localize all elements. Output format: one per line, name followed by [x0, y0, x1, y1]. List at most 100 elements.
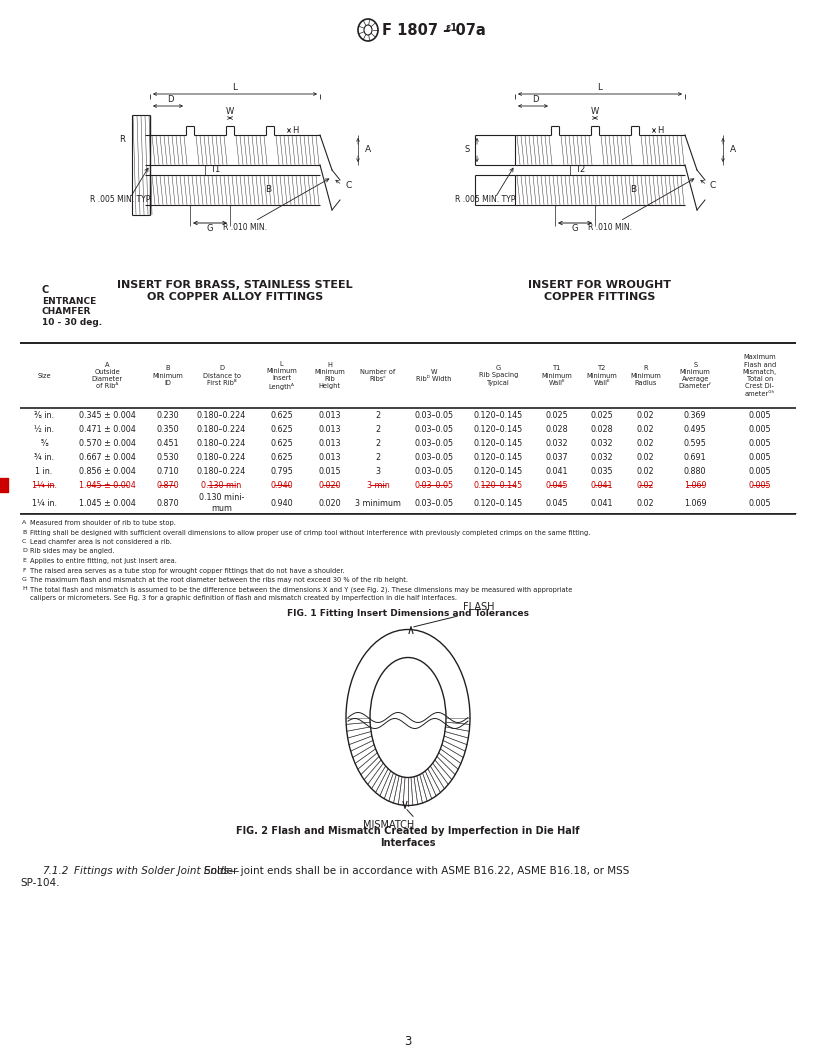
- Text: Fittings with Solder Joint Ends—: Fittings with Solder Joint Ends—: [74, 866, 239, 875]
- Text: 0.03–0.05: 0.03–0.05: [414, 411, 453, 419]
- Text: 0.045: 0.045: [546, 498, 568, 508]
- Text: 1¼ in.: 1¼ in.: [32, 498, 56, 508]
- Text: FIG. 2 Flash and Mismatch Created by Imperfection in Die Half
Interfaces: FIG. 2 Flash and Mismatch Created by Imp…: [237, 826, 579, 848]
- Text: 0.032: 0.032: [591, 453, 614, 461]
- Text: 0.625: 0.625: [270, 438, 293, 448]
- Text: 2: 2: [375, 411, 380, 419]
- Text: 0.530: 0.530: [156, 453, 179, 461]
- Text: 3 minimum: 3 minimum: [355, 498, 401, 508]
- Text: 0.180–0.224: 0.180–0.224: [197, 467, 246, 475]
- Text: 0.032: 0.032: [546, 438, 568, 448]
- Text: C: C: [42, 285, 49, 295]
- Text: 0.625: 0.625: [270, 411, 293, 419]
- Text: B
Minimum
ID: B Minimum ID: [152, 365, 183, 385]
- Text: 2: 2: [375, 425, 380, 434]
- Text: The total flash and mismatch is assumed to be the difference between the dimensi: The total flash and mismatch is assumed …: [30, 586, 572, 593]
- Text: Measured from shoulder of rib to tube stop.: Measured from shoulder of rib to tube st…: [30, 520, 176, 526]
- Text: 0.870: 0.870: [156, 480, 179, 490]
- Text: FIG. 1 Fitting Insert Dimensions and Tolerances: FIG. 1 Fitting Insert Dimensions and Tol…: [287, 609, 529, 619]
- Text: 0.03–0.05: 0.03–0.05: [414, 438, 453, 448]
- Text: B: B: [630, 186, 636, 194]
- Text: C: C: [345, 181, 351, 189]
- Text: G: G: [206, 224, 213, 233]
- Text: 0.013: 0.013: [318, 438, 341, 448]
- Text: A: A: [365, 146, 371, 154]
- Text: T1: T1: [210, 166, 220, 174]
- Text: 1.069: 1.069: [684, 498, 707, 508]
- Text: 7.1.2: 7.1.2: [42, 866, 69, 875]
- Text: 0.015: 0.015: [318, 467, 341, 475]
- Text: L: L: [233, 83, 237, 92]
- Text: B: B: [22, 529, 26, 534]
- Text: 0.013: 0.013: [318, 411, 341, 419]
- Text: 0.032: 0.032: [591, 438, 614, 448]
- Text: 0.180–0.224: 0.180–0.224: [197, 425, 246, 434]
- Text: 0.02: 0.02: [636, 411, 654, 419]
- Text: INSERT FOR WROUGHT
COPPER FITTINGS: INSERT FOR WROUGHT COPPER FITTINGS: [529, 280, 672, 302]
- Text: 0.045: 0.045: [546, 480, 568, 490]
- Text: H
Minimum
Rib
Height: H Minimum Rib Height: [314, 361, 345, 390]
- Text: C: C: [22, 539, 26, 544]
- Text: 0.130 min: 0.130 min: [202, 480, 242, 490]
- Text: SP-104.: SP-104.: [20, 879, 60, 888]
- Text: 0.570 ± 0.004: 0.570 ± 0.004: [79, 438, 135, 448]
- Text: 0.03–0.05: 0.03–0.05: [414, 498, 453, 508]
- Text: 0.005: 0.005: [748, 438, 771, 448]
- Text: 0.625: 0.625: [270, 425, 293, 434]
- Text: 2: 2: [375, 438, 380, 448]
- Text: G
Rib Spacing
Typical: G Rib Spacing Typical: [478, 365, 518, 385]
- Text: 0.03–0.05: 0.03–0.05: [414, 425, 453, 434]
- Text: 0.350: 0.350: [156, 425, 179, 434]
- Text: 1¼ in.: 1¼ in.: [32, 480, 56, 490]
- Text: R .010 MIN.: R .010 MIN.: [588, 223, 632, 232]
- Text: 0.180–0.224: 0.180–0.224: [197, 438, 246, 448]
- Text: ⅜ in.: ⅜ in.: [34, 411, 54, 419]
- Text: The raised area serves as a tube stop for wrought copper fittings that do not ha: The raised area serves as a tube stop fo…: [30, 567, 344, 573]
- Text: 0.120–0.145: 0.120–0.145: [473, 480, 523, 490]
- Text: 0.037: 0.037: [546, 453, 568, 461]
- Text: Maximum
Flash and
Mismatch,
Total on
Crest Di-
ameterᴳʰ: Maximum Flash and Mismatch, Total on Cre…: [743, 355, 777, 397]
- Text: 1.045 ± 0.004: 1.045 ± 0.004: [79, 498, 135, 508]
- Text: 0.02: 0.02: [636, 425, 654, 434]
- Text: G: G: [22, 577, 27, 582]
- Text: 1.069: 1.069: [684, 480, 707, 490]
- Text: 0.035: 0.035: [591, 467, 614, 475]
- Text: 0.345 ± 0.004: 0.345 ± 0.004: [79, 411, 135, 419]
- Text: 0.020: 0.020: [318, 480, 341, 490]
- Text: 0.940: 0.940: [270, 480, 293, 490]
- Text: H: H: [22, 586, 27, 591]
- Text: 0.02: 0.02: [636, 438, 654, 448]
- Text: Solder joint ends shall be in accordance with ASME B16.22, ASME B16.18, or MSS: Solder joint ends shall be in accordance…: [204, 866, 629, 875]
- Text: INSERT FOR BRASS, STAINLESS STEEL
OR COPPER ALLOY FITTINGS: INSERT FOR BRASS, STAINLESS STEEL OR COP…: [118, 280, 353, 302]
- Text: 0.369: 0.369: [684, 411, 707, 419]
- Text: R
Minimum
Radius: R Minimum Radius: [630, 365, 661, 385]
- Text: F 1807 – 07a: F 1807 – 07a: [382, 23, 486, 38]
- Text: 0.041: 0.041: [546, 467, 568, 475]
- Text: 0.005: 0.005: [748, 425, 771, 434]
- Text: 0.020: 0.020: [318, 498, 341, 508]
- Text: E: E: [22, 558, 26, 563]
- Text: A
Outside
Diameter
of Ribᴬ: A Outside Diameter of Ribᴬ: [91, 361, 122, 390]
- Text: 0.005: 0.005: [748, 453, 771, 461]
- Text: W
Ribᴰ Width: W Ribᴰ Width: [416, 369, 451, 382]
- Text: 1.045 ± 0.004: 1.045 ± 0.004: [79, 480, 135, 490]
- Text: 1 in.: 1 in.: [35, 467, 53, 475]
- Text: 0.471 ± 0.004: 0.471 ± 0.004: [79, 425, 135, 434]
- Text: 0.025: 0.025: [546, 411, 568, 419]
- Text: 0.03–0.05: 0.03–0.05: [414, 480, 453, 490]
- Text: FLASH: FLASH: [463, 603, 494, 612]
- Text: ⅝: ⅝: [40, 438, 48, 448]
- Text: 0.02: 0.02: [636, 467, 654, 475]
- Text: T2
Minimum
Wallᴱ: T2 Minimum Wallᴱ: [587, 365, 618, 385]
- Text: 3 min: 3 min: [366, 480, 389, 490]
- Text: D
Distance to
First Ribᴮ: D Distance to First Ribᴮ: [202, 365, 241, 385]
- Text: ENTRANCE
CHAMFER
10 - 30 deg.: ENTRANCE CHAMFER 10 - 30 deg.: [42, 297, 102, 326]
- Text: D: D: [532, 95, 539, 103]
- Text: ε1: ε1: [445, 23, 457, 33]
- Text: 0.041: 0.041: [591, 480, 614, 490]
- Text: The maximum flash and mismatch at the root diameter between the ribs may not exc: The maximum flash and mismatch at the ro…: [30, 577, 408, 583]
- Text: 0.230: 0.230: [156, 411, 179, 419]
- Text: L: L: [597, 83, 602, 92]
- Text: MISMATCH: MISMATCH: [363, 821, 415, 830]
- Text: 0.120–0.145: 0.120–0.145: [473, 411, 523, 419]
